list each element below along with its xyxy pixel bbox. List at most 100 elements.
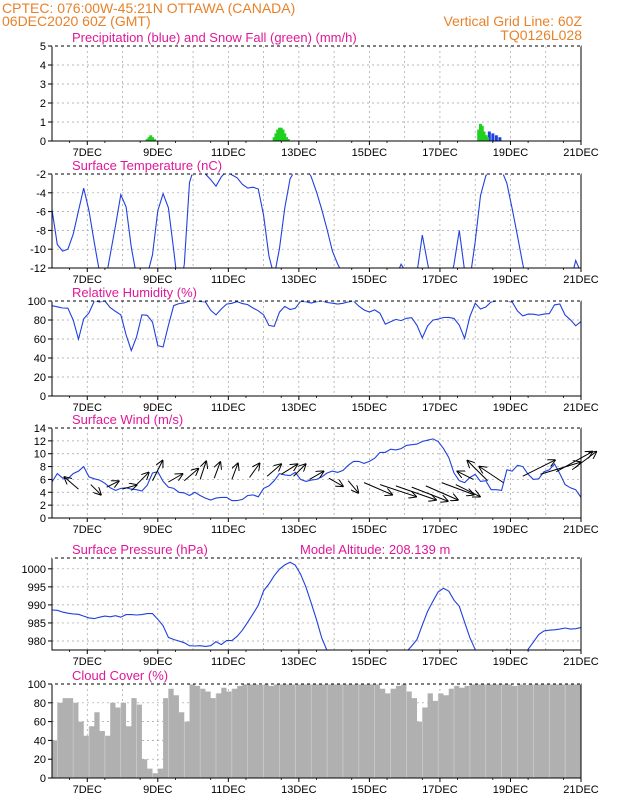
x-tick-label: 19DEC [493,274,529,286]
x-tick-label: 21DEC [563,524,599,536]
x-tick-label: 7DEC [73,147,102,159]
bar-green [480,125,484,141]
panel-temp: -12 -10 -8 -6 -4 -2 7DEC 9DEC 11DEC 13DEC 15DEC 17D… [30,158,599,286]
line-wind [52,438,581,502]
run-code: TQ0126L028 [500,27,582,43]
plot-area-wind [52,438,581,502]
wind-vector [213,462,220,479]
wind-vector [441,482,474,495]
wind-vector [540,462,580,475]
x-tick-label: 15DEC [352,784,388,796]
x-tick-label: 15DEC [352,656,388,668]
y-tick-label: -6 [36,207,46,219]
y-tick-label: 5 [40,41,46,53]
x-tick-label: 11DEC [211,147,246,159]
y-tick-label: 10 [34,449,46,461]
y-tick-label: 0 [40,136,46,148]
y-tick-label: 20 [34,754,46,766]
panel-frame [51,300,582,397]
bar-green [276,129,280,141]
x-tick-label: 21DEC [563,147,599,159]
panel-pressure: 980 985 990 995 1000 7DEC 9DEC 11DEC 13DEC 15DEC 1… [22,542,599,668]
x-tick-label: 15DEC [352,147,388,159]
x-tick-label: 15DEC [352,274,388,286]
y-tick-label: 80 [34,315,46,327]
x-tick-label: 11DEC [211,656,246,668]
bar-green [279,127,283,141]
wind-vector [106,481,119,487]
bar-green [147,137,151,141]
wind-vector [64,477,79,490]
panel-title: Precipitation (blue) and Snow Fall (gree… [72,30,357,45]
bar-green [477,129,481,141]
wind-vector [379,484,416,497]
y-tick-label: 60 [34,717,46,729]
y-tick-label: 3 [40,79,46,91]
wind-vector [90,484,101,495]
y-tick-label: 2 [40,500,46,512]
y-tick-label: 1 [40,117,46,129]
wind-vector [168,474,182,483]
wind-vector [363,482,392,495]
wind-vector [249,464,259,478]
x-tick-label: 9DEC [143,784,172,796]
y-tick-label: 2 [40,98,46,110]
y-tick-label: 12 [34,436,46,448]
y-tick-label: 0 [40,391,46,403]
y-tick-label: 6 [40,474,46,486]
panel-title: Surface Pressure (hPa) [72,542,208,557]
wind-vector [122,485,137,489]
panel-title: Relative Humidity (%) [72,285,197,300]
x-tick-label: 15DEC [352,402,388,414]
x-tick-label: 7DEC [73,656,102,668]
y-tick-label: 0 [40,513,46,525]
x-tick-label: 13DEC [281,784,317,796]
bar-green [484,135,488,141]
x-tick-label: 19DEC [493,784,529,796]
x-tick-label: 7DEC [73,784,102,796]
bar-green [283,133,287,141]
x-tick-label: 21DEC [563,402,599,414]
x-tick-label: 13DEC [281,524,317,536]
panel-title: Surface Temperature (nC) [72,158,222,173]
wind-vector [395,485,436,500]
bar-blue [487,131,491,141]
y-tick-label: 0 [40,773,46,785]
y-tick-label: -10 [30,244,46,256]
x-tick-label: 17DEC [422,784,458,796]
y-tick-label: -12 [30,263,46,275]
bar-green [285,137,289,141]
bar-green [274,133,278,141]
x-tick-label: 19DEC [493,524,529,536]
x-tick-label: 17DEC [422,402,458,414]
wind-vector [293,464,306,477]
y-tick-label: -4 [36,188,46,200]
x-tick-label: 19DEC [493,656,529,668]
panel-frame [51,173,582,269]
x-tick-label: 21DEC [563,784,599,796]
bar-green [478,123,482,141]
wind-vector [425,485,458,500]
y-tick-label: -8 [36,225,46,237]
x-tick-label: 17DEC [422,147,458,159]
y-tick-label: 980 [28,636,46,648]
run-date: 06DEC2020 60Z (GMT) [2,13,151,29]
bar-blue [498,137,502,141]
panel-frame [51,557,582,651]
y-tick-label: 40 [34,353,46,365]
panel-frame [51,427,582,519]
x-tick-label: 9DEC [143,402,172,414]
wind-vector [309,471,323,480]
wind-vector [556,452,592,473]
panel-frame [51,45,582,142]
grid-note: Vertical Grid Line: 60Z [443,13,582,29]
x-tick-label: 9DEC [143,274,172,286]
x-tick-label: 13DEC [281,274,317,286]
x-tick-label: 9DEC [143,656,172,668]
wind-vector [199,461,206,480]
x-tick-label: 11DEC [211,524,246,536]
panel-title: Surface Wind (m/s) [72,412,183,427]
x-tick-label: 11DEC [211,402,246,414]
plot-area-pressure [52,561,581,650]
